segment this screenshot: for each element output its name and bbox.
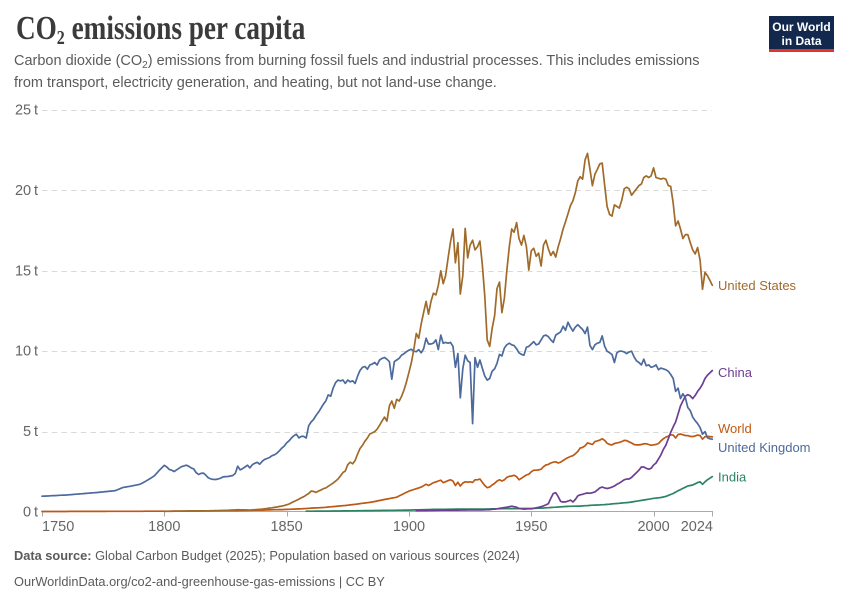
svg-text:2000: 2000 — [637, 519, 669, 535]
svg-text:0 t: 0 t — [23, 505, 38, 521]
svg-text:2024: 2024 — [681, 519, 713, 535]
svg-text:1800: 1800 — [148, 519, 180, 535]
svg-text:15 t: 15 t — [15, 263, 38, 279]
svg-text:World: World — [718, 421, 752, 436]
svg-text:India: India — [718, 470, 747, 485]
svg-text:1750: 1750 — [42, 519, 74, 535]
svg-text:1950: 1950 — [515, 519, 547, 535]
svg-text:25 t: 25 t — [15, 103, 38, 119]
svg-text:China: China — [718, 365, 753, 380]
svg-text:United States: United States — [718, 278, 797, 293]
svg-text:1900: 1900 — [393, 519, 425, 535]
svg-text:5 t: 5 t — [23, 424, 38, 440]
svg-text:10 t: 10 t — [15, 344, 38, 360]
svg-text:1850: 1850 — [270, 519, 302, 535]
svg-text:United Kingdom: United Kingdom — [718, 440, 811, 455]
svg-text:20 t: 20 t — [15, 183, 38, 199]
